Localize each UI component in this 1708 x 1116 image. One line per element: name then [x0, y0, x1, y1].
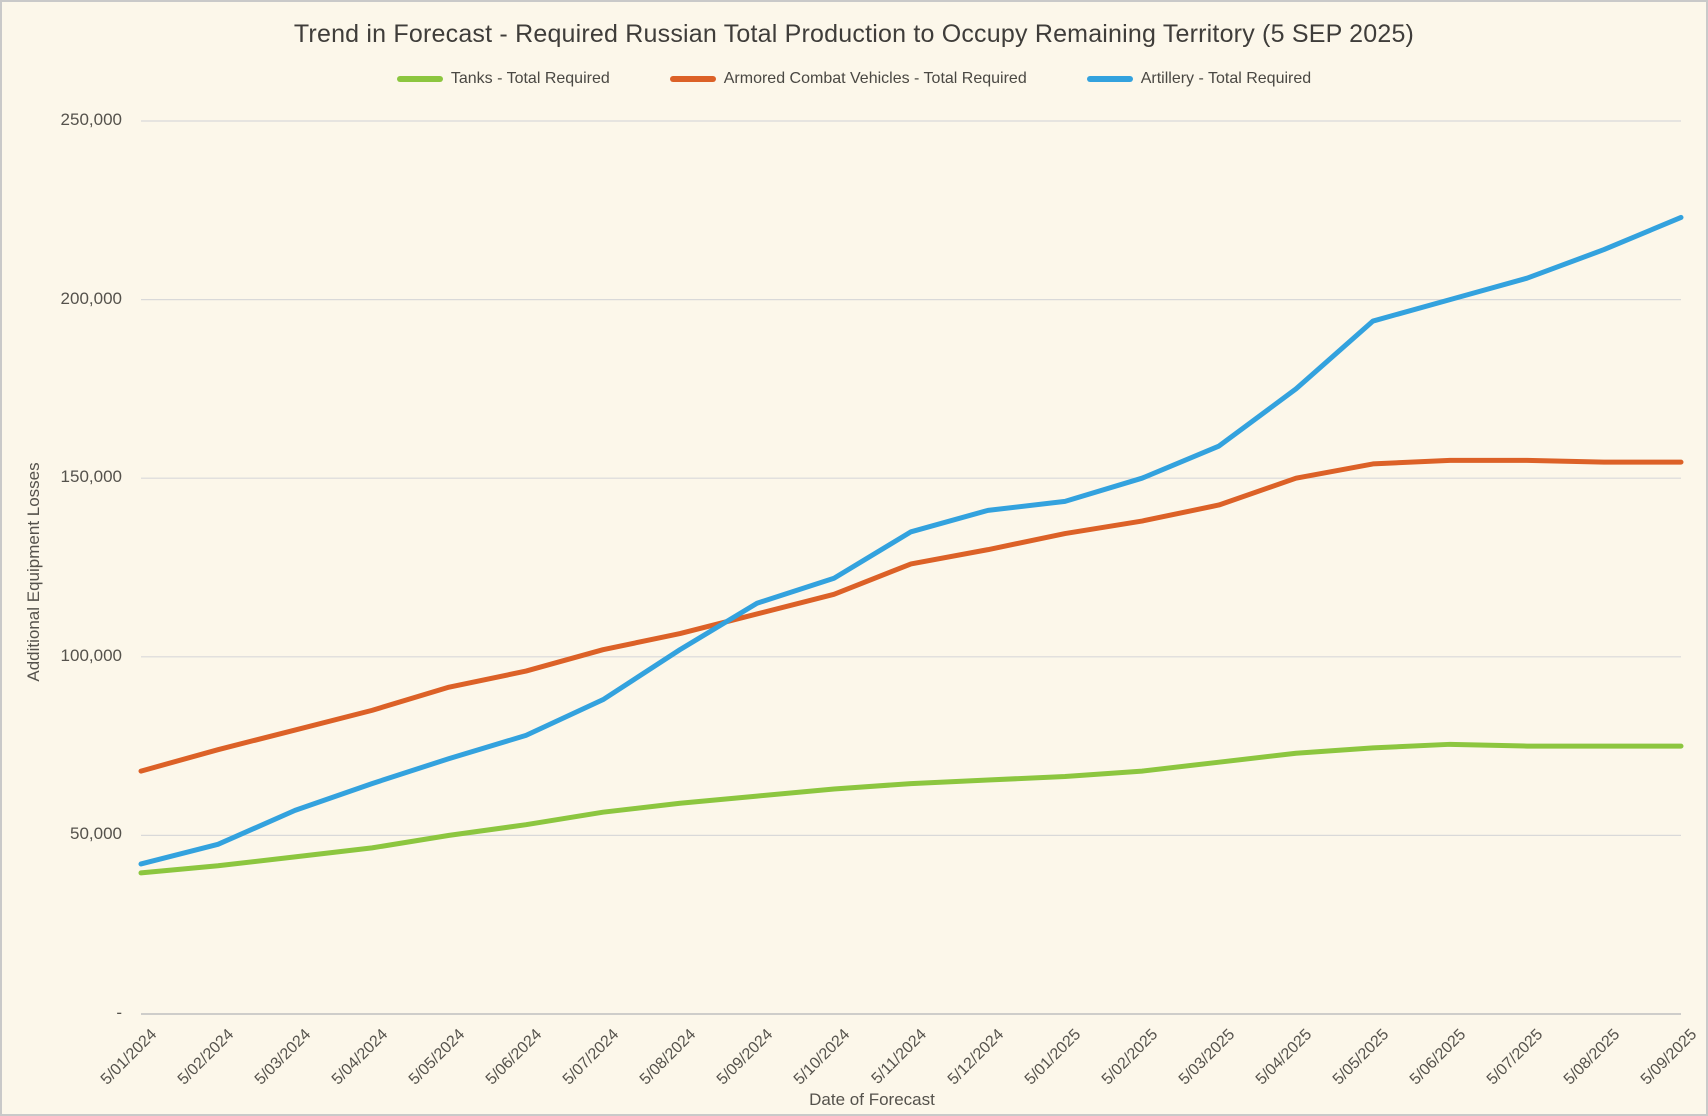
y-axis-title: Additional Equipment Losses [24, 462, 43, 682]
y-tick-label: - [116, 1003, 122, 1022]
legend-label-artillery: Artillery - Total Required [1140, 70, 1312, 87]
legend-item-tanks: Tanks - Total Required [396, 70, 610, 88]
legend: Tanks - Total Required Armored Combat Ve… [2, 70, 1706, 88]
legend-item-artillery: Artillery - Total Required [1086, 70, 1312, 88]
y-tick-label: 50,000 [70, 824, 122, 844]
series-line-tanks [138, 741, 1684, 876]
legend-swatch-acv [669, 76, 716, 82]
y-tick-label: 250,000 [60, 110, 122, 129]
legend-item-acv: Armored Combat Vehicles - Total Required [669, 70, 1027, 88]
series-line-artillery [138, 214, 1684, 867]
y-tick-label: 100,000 [60, 645, 122, 665]
legend-swatch-artillery [1086, 76, 1133, 82]
legend-label-tanks: Tanks - Total Required [450, 70, 610, 87]
y-tick-label: 150,000 [60, 467, 122, 487]
chart-title: Trend in Forecast - Required Russian Tot… [293, 20, 1415, 48]
legend-label-acv: Armored Combat Vehicles - Total Required [723, 70, 1027, 87]
series-line-armored [138, 457, 1684, 774]
x-axis-title: Date of Forecast [809, 1090, 935, 1109]
y-tick-label: 200,000 [60, 288, 122, 308]
legend-swatch-tanks [396, 76, 443, 82]
